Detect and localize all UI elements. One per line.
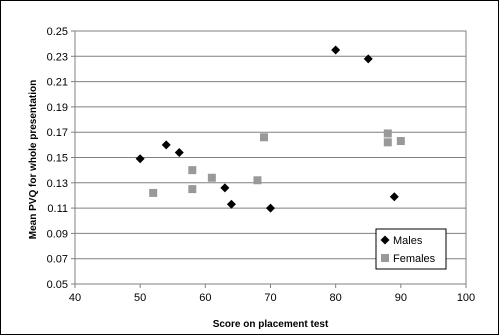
point-males: [331, 45, 341, 55]
legend-marker-females: [381, 254, 389, 262]
legend: Males Females: [375, 228, 447, 270]
point-females: [383, 138, 392, 147]
legend-label-females: Females: [393, 253, 436, 265]
x-tick-label: 50: [134, 292, 146, 304]
point-females: [383, 129, 392, 138]
legend-marker-males: [380, 235, 390, 245]
y-tick-label: 0.07: [47, 254, 68, 266]
x-tick-label: 80: [330, 292, 342, 304]
point-females: [149, 188, 158, 197]
x-tick-label: 60: [199, 292, 211, 304]
x-tick-label: 100: [457, 292, 475, 304]
data-points: [135, 45, 405, 213]
y-tick-label: 0.13: [47, 178, 68, 190]
point-males: [226, 199, 236, 209]
y-tick-label: 0.15: [47, 153, 68, 165]
legend-label-males: Males: [393, 235, 423, 247]
point-males: [266, 203, 275, 213]
gridlines: [75, 30, 466, 260]
point-females: [188, 185, 197, 194]
y-tick-label: 0.17: [47, 127, 68, 139]
point-males: [161, 140, 171, 150]
y-tick-label: 0.25: [47, 26, 68, 38]
point-females: [259, 133, 268, 142]
axis-ticks: 0.05 0.07 0.09 0.11 0.13 0.15 0.17 0.19 0.21 0.23…: [47, 26, 476, 304]
point-females: [253, 176, 262, 185]
x-tick-label: 90: [395, 292, 407, 304]
point-males: [135, 154, 145, 164]
y-tick-label: 0.23: [47, 51, 68, 63]
y-axis-title: Mean PVQ for whole presentation: [28, 80, 39, 239]
y-tick-label: 0.19: [47, 102, 68, 114]
point-males: [389, 192, 399, 202]
y-tick-label: 0.05: [47, 279, 68, 291]
y-tick-label: 0.09: [47, 228, 68, 240]
point-females: [396, 137, 405, 146]
legend-box: [375, 228, 447, 270]
y-tick-label: 0.11: [47, 203, 68, 215]
point-males: [220, 183, 230, 193]
x-tick-label: 70: [264, 292, 276, 304]
y-tick-label: 0.21: [47, 77, 68, 89]
point-females: [188, 166, 197, 175]
point-males: [363, 54, 373, 64]
x-axis-title: Score on placement test: [213, 319, 329, 330]
point-males: [174, 147, 184, 157]
point-females: [207, 173, 216, 182]
x-tick-label: 40: [69, 292, 81, 304]
